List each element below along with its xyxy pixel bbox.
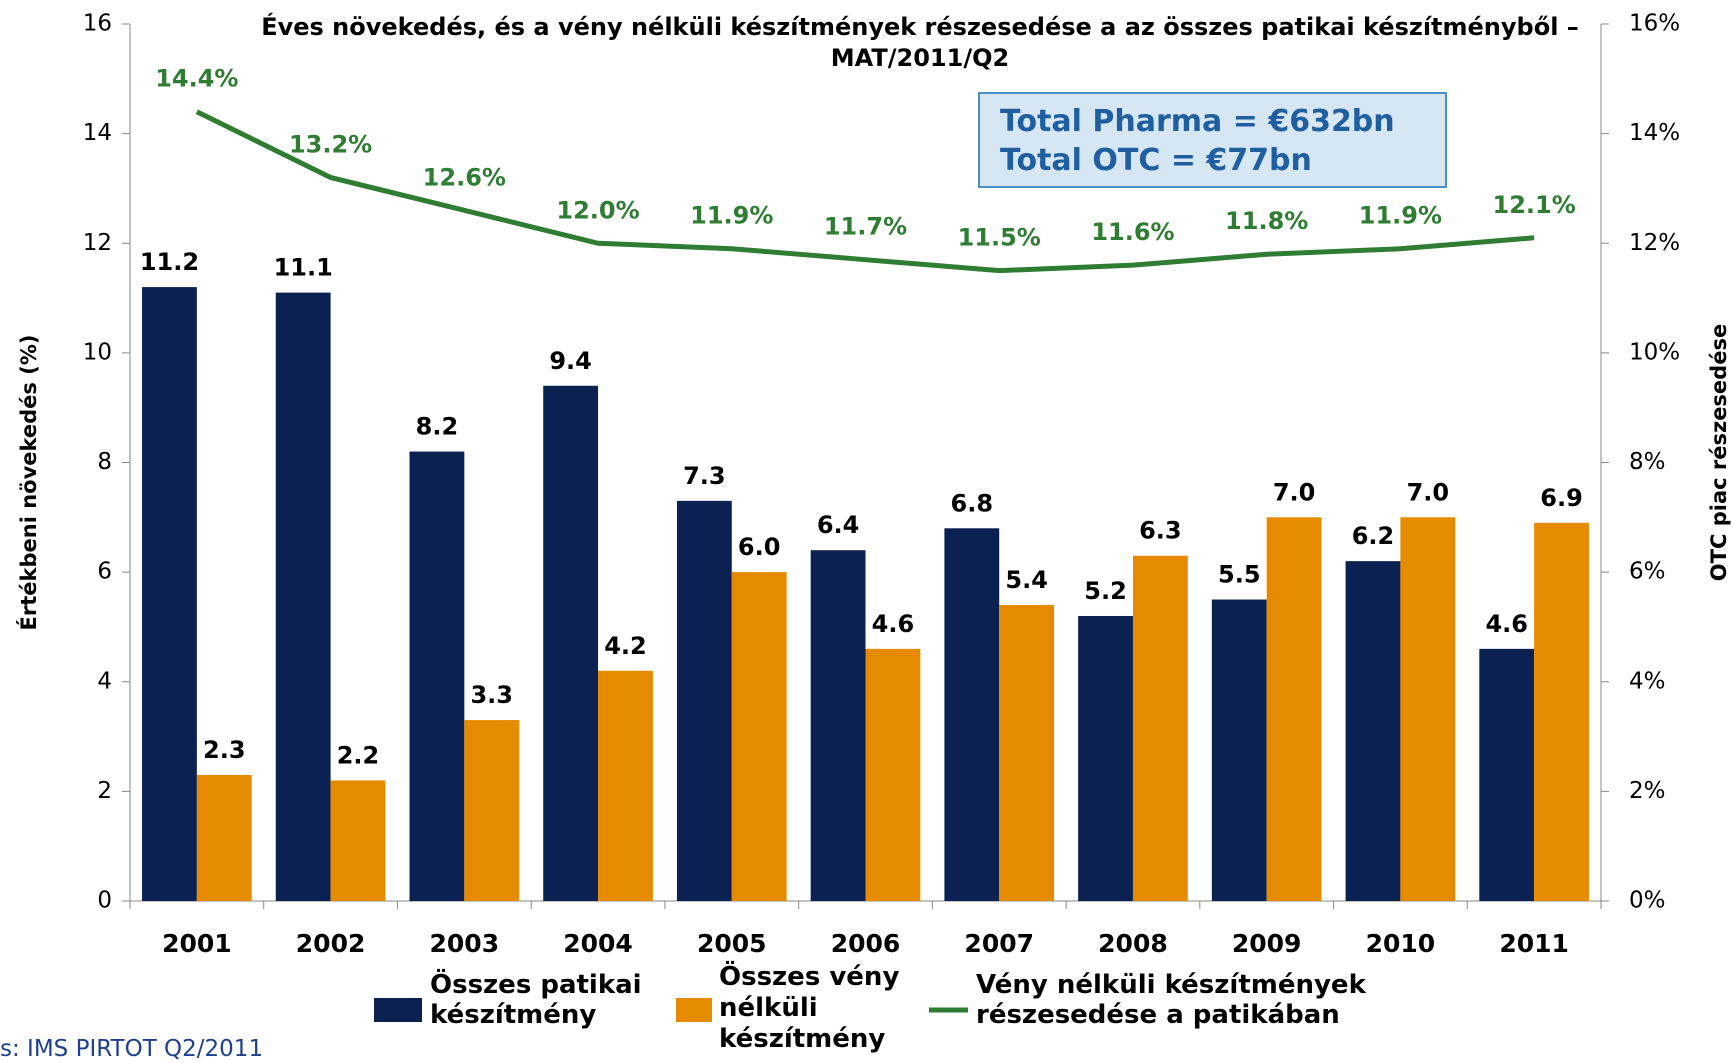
bar-label: 6.3 xyxy=(1139,517,1182,545)
bar xyxy=(196,774,252,901)
bar xyxy=(810,550,866,901)
y-tick-label: 2 xyxy=(97,778,112,804)
y-tick-label: 16 xyxy=(83,11,112,37)
bar xyxy=(1132,555,1188,901)
bar-label: 5.2 xyxy=(1084,577,1127,605)
total-box: Total Pharma = €632bn Total OTC = €77bn xyxy=(978,92,1447,188)
chart-title: Éves növekedés, és a vény nélküli készít… xyxy=(261,13,1579,72)
y-tick-label: 4 xyxy=(97,668,112,694)
line-label: 11.8% xyxy=(1225,207,1308,235)
bar-label: 11.1 xyxy=(274,254,333,282)
bar xyxy=(543,385,599,901)
bar-label: 5.4 xyxy=(1005,566,1048,594)
bar xyxy=(598,670,653,901)
legend-swatch xyxy=(676,998,712,1022)
y-tick-label: 10 xyxy=(83,339,112,365)
legend-swatch xyxy=(374,998,422,1022)
bar-label: 2.3 xyxy=(203,736,246,764)
legend-label: Vény nélküli készítmények részesedése a … xyxy=(976,970,1366,1030)
bar-label: 6.9 xyxy=(1540,484,1583,512)
line-label: 12.0% xyxy=(556,196,639,224)
bar xyxy=(865,648,921,901)
bar-label: 6.8 xyxy=(951,489,994,517)
y2-tick-label: 4% xyxy=(1629,668,1666,694)
bar-label: 7.0 xyxy=(1273,478,1316,506)
bar xyxy=(1266,517,1322,901)
y2-tick-label: 10% xyxy=(1629,339,1680,365)
bar xyxy=(1078,615,1133,901)
bar xyxy=(944,528,1000,901)
bar-label: 8.2 xyxy=(416,413,459,441)
legend-label: Összes vény nélküli készítmény xyxy=(719,962,900,1054)
bar-label: 9.4 xyxy=(549,347,592,375)
source: s: IMS PIRTOT Q2/2011 xyxy=(0,1036,264,1062)
y2-tick-label: 16% xyxy=(1629,11,1680,37)
y2-tick-label: 14% xyxy=(1629,120,1680,146)
y2-axis-label: OTC piac részesedése xyxy=(1707,324,1731,581)
x-tick-label: 2011 xyxy=(1499,929,1569,958)
bar-label: 2.2 xyxy=(337,741,380,769)
x-tick-label: 2007 xyxy=(964,929,1034,958)
x-tick-label: 2005 xyxy=(697,929,767,958)
y-tick-label: 12 xyxy=(83,230,112,256)
bar-label: 6.2 xyxy=(1352,522,1395,550)
line-label: 12.6% xyxy=(423,163,506,191)
x-tick-label: 2004 xyxy=(563,929,633,958)
line xyxy=(195,109,1535,274)
bar-label: 11.2 xyxy=(140,248,199,276)
bar-label: 4.6 xyxy=(1485,610,1528,638)
x-tick-label: 2009 xyxy=(1232,929,1302,958)
x-tick-label: 2006 xyxy=(831,929,901,958)
y-tick-label: 14 xyxy=(83,120,112,146)
line-label: 11.9% xyxy=(690,202,773,230)
annotation: Total Pharma = €632bn xyxy=(1000,104,1395,139)
bar xyxy=(275,292,331,901)
y2-tick-label: 12% xyxy=(1629,230,1680,256)
y-tick-label: 8 xyxy=(97,449,112,475)
y2-tick-label: 6% xyxy=(1629,559,1666,585)
bar-label: 5.5 xyxy=(1218,561,1261,589)
x-tick-label: 2002 xyxy=(296,929,366,958)
bar xyxy=(731,572,787,901)
bar-label: 6.0 xyxy=(738,533,781,561)
bar xyxy=(1400,517,1456,901)
line-label: 11.7% xyxy=(824,213,907,241)
bar xyxy=(142,287,197,902)
bar-label: 7.3 xyxy=(683,462,726,490)
y-tick-label: 0 xyxy=(97,888,112,914)
annotation: Total OTC = €77bn xyxy=(1000,143,1312,178)
x-tick-label: 2008 xyxy=(1098,929,1168,958)
bar xyxy=(409,451,465,901)
line-label: 13.2% xyxy=(289,130,372,158)
bar xyxy=(676,500,732,901)
bar xyxy=(1211,599,1267,901)
y-tick-label: 6 xyxy=(97,559,112,585)
line-label: 12.1% xyxy=(1493,191,1576,219)
bar-label: 4.6 xyxy=(872,610,915,638)
line-label: 11.5% xyxy=(958,224,1041,252)
line-label: 11.9% xyxy=(1359,202,1442,230)
line-label: 14.4% xyxy=(155,65,238,93)
bar xyxy=(330,780,386,901)
bar xyxy=(464,720,520,901)
x-tick-label: 2001 xyxy=(162,929,232,958)
bar xyxy=(999,605,1055,901)
bar xyxy=(1534,522,1589,901)
y-axis-label: Értékbeni növekedés (%) xyxy=(16,335,41,631)
bar xyxy=(1479,648,1535,901)
x-tick-label: 2003 xyxy=(430,929,500,958)
line-label: 11.6% xyxy=(1091,218,1174,246)
bar-label: 4.2 xyxy=(604,632,647,660)
y2-tick-label: 0% xyxy=(1629,888,1666,914)
x-tick-label: 2010 xyxy=(1366,929,1436,958)
y2-tick-label: 8% xyxy=(1629,449,1666,475)
bar-label: 6.4 xyxy=(817,511,860,539)
y2-tick-label: 2% xyxy=(1629,778,1666,804)
bar xyxy=(1345,561,1401,901)
bar-label: 7.0 xyxy=(1407,478,1450,506)
legend-label: Összes patikai készítmény xyxy=(430,970,642,1030)
bar-label: 3.3 xyxy=(470,681,513,709)
